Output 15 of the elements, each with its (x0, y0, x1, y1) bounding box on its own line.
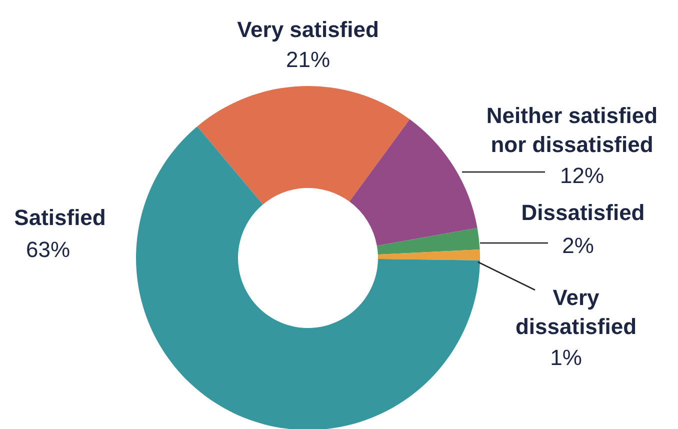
donut-slice (378, 249, 480, 260)
data-label: 12% (560, 163, 604, 188)
slice-label: Satisfied (14, 205, 106, 230)
data-label: 63% (26, 237, 70, 262)
data-label: 21% (286, 47, 330, 72)
donut-slice (136, 126, 480, 429)
donut-slice (349, 119, 478, 246)
slice-label: Very satisfied (237, 17, 379, 42)
slice-label: Very dissatisfied (515, 285, 637, 339)
slice-label: Neither satisfied nor dissatisfied (486, 103, 658, 157)
data-label: 1% (550, 345, 582, 370)
donut-slice (197, 86, 410, 204)
donut-slice (376, 228, 480, 255)
data-label: 2% (562, 233, 594, 258)
slice-label: Dissatisfied (521, 200, 645, 225)
